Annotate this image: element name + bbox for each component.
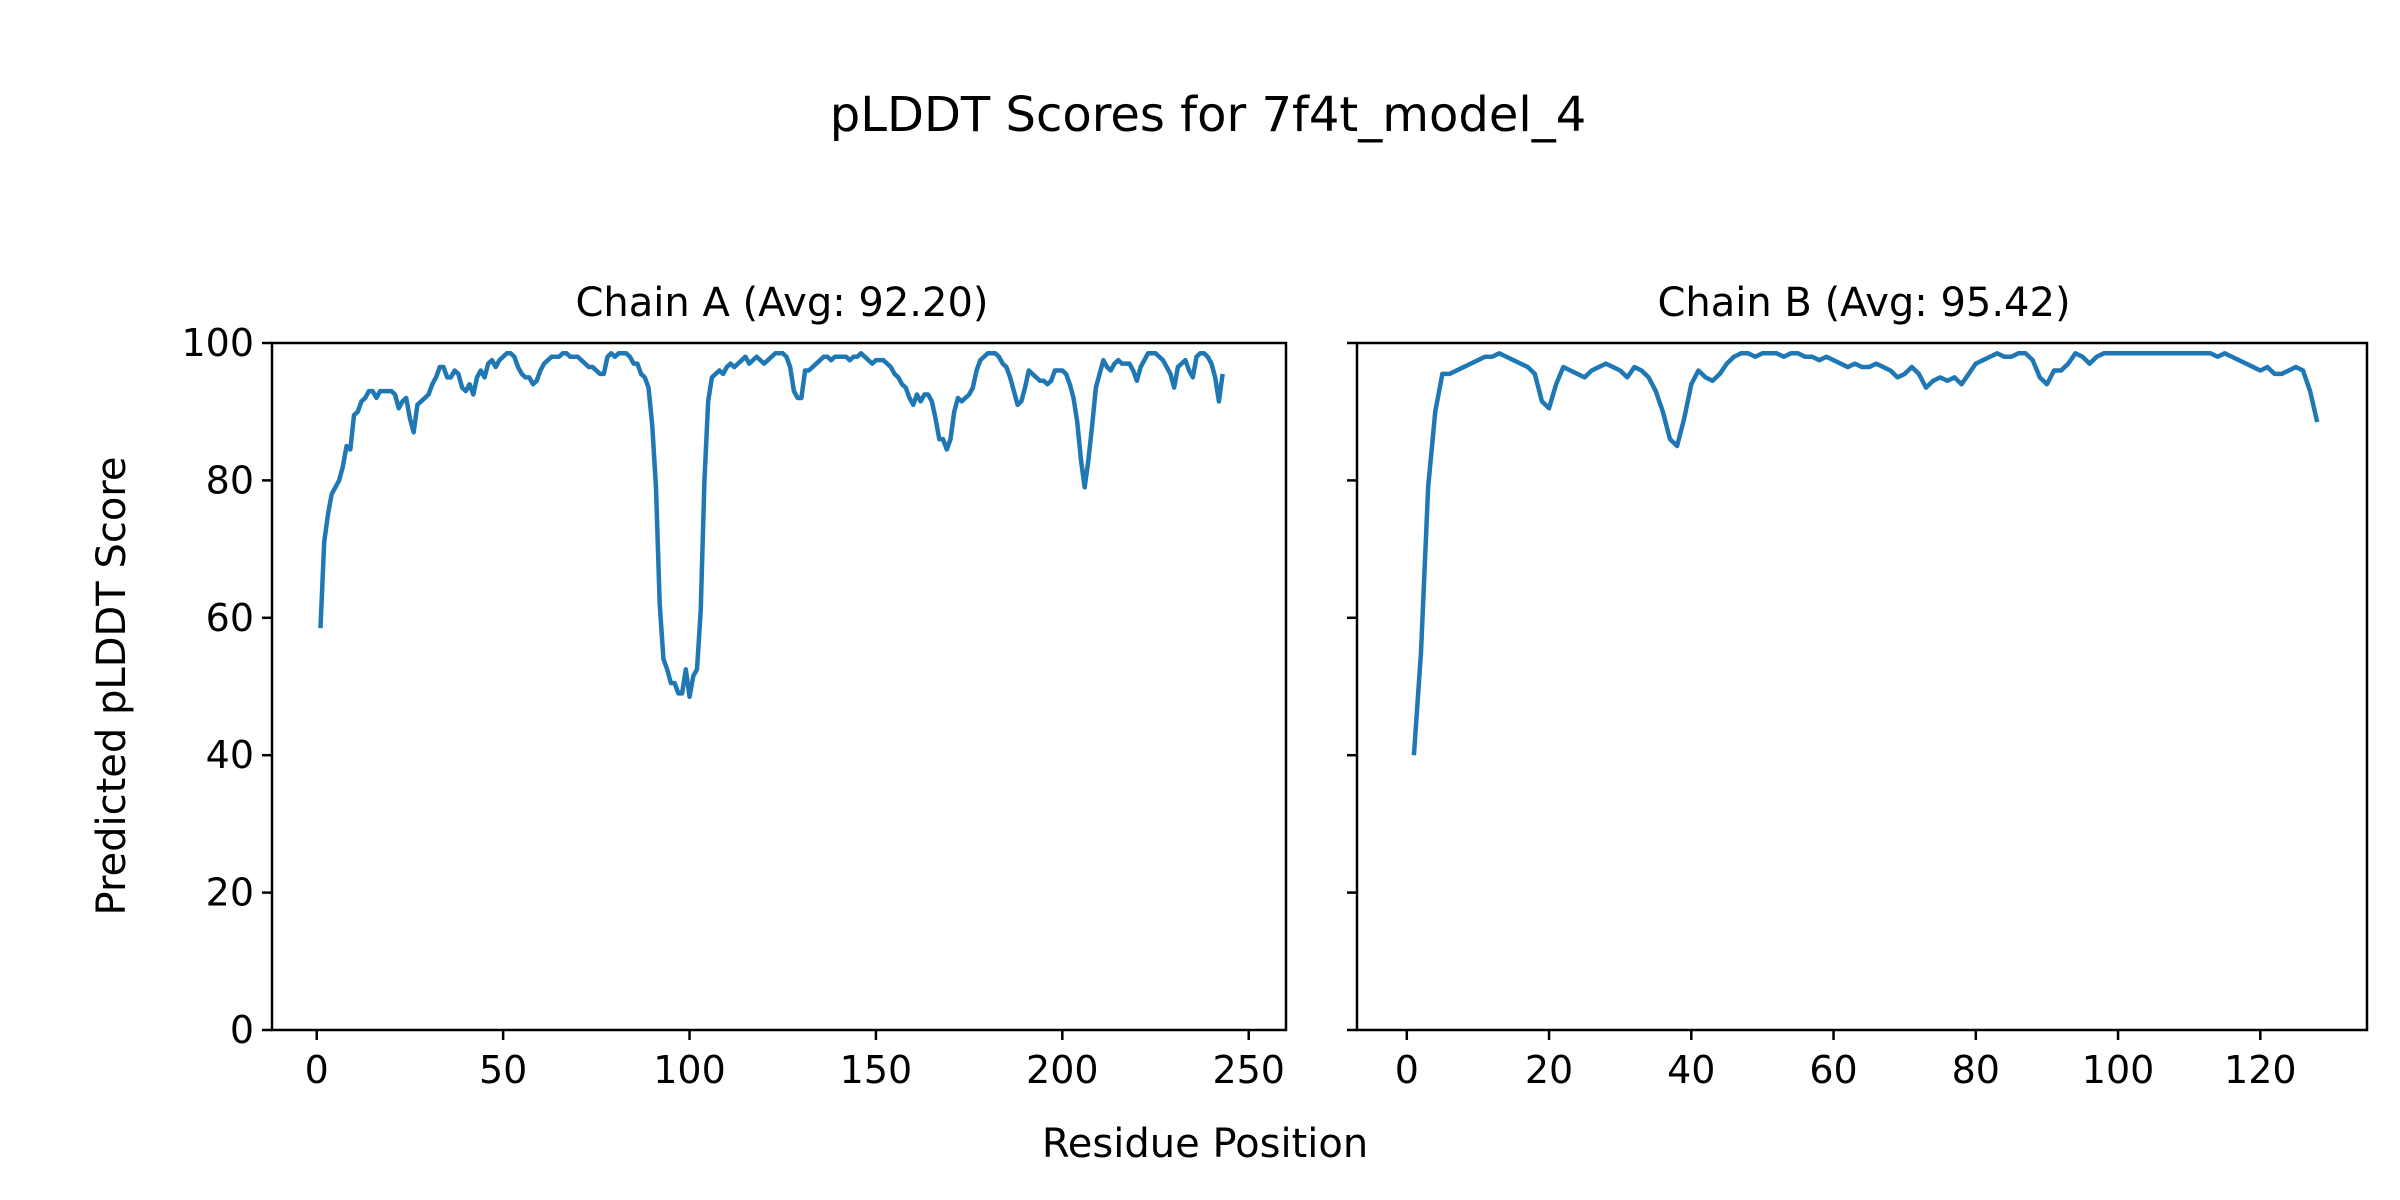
chain-b-axes-ticks: 0 20 40 60 80 100 120 <box>1347 341 2297 1092</box>
chain-a-x-tick-label: 100 <box>653 1048 726 1092</box>
chain-a-title: Chain A (Avg: 92.20) <box>575 280 988 326</box>
chain-b-panel: Chain B (Avg: 95.42) 0 20 40 60 80 100 120 <box>1347 280 2369 1092</box>
chain-a-x-tick-label: 0 <box>305 1048 329 1092</box>
chain-b-x-tick-label: 120 <box>2224 1048 2297 1092</box>
chain-b-x-tick-label: 80 <box>1952 1048 2000 1092</box>
chain-a-axes-ticks: 0 50 100 150 200 250 0 20 40 60 80 100 <box>181 321 1285 1092</box>
chain-a-y-tick-label: 100 <box>181 321 254 365</box>
chain-b-x-tick-label: 20 <box>1525 1048 1573 1092</box>
chain-a-y-tick-label: 80 <box>206 458 254 502</box>
x-axis-label: Residue Position <box>1042 1121 1368 1167</box>
chain-b-x-tick-label: 60 <box>1809 1048 1857 1092</box>
figure-title: pLDDT Scores for 7f4t_model_4 <box>830 87 1586 143</box>
chain-a-plddt-line <box>318 351 1225 700</box>
chain-b-title: Chain B (Avg: 95.42) <box>1657 280 2070 326</box>
chain-b-x-tick-label: 40 <box>1667 1048 1715 1092</box>
chain-a-y-tick-label: 20 <box>206 871 254 915</box>
chain-b-x-tick-label: 100 <box>2082 1048 2155 1092</box>
chain-a-plot-frame <box>270 341 1288 1032</box>
chain-a-y-tick-label: 0 <box>230 1008 254 1052</box>
chain-b-x-tick-label: 0 <box>1395 1048 1419 1092</box>
chain-a-panel: Chain A (Avg: 92.20) 0 50 100 150 200 250 0 20 4… <box>181 280 1288 1092</box>
chain-a-y-tick-label: 60 <box>206 596 254 640</box>
chain-a-x-tick-label: 250 <box>1212 1048 1285 1092</box>
chain-b-plddt-line <box>1411 351 2320 756</box>
chain-b-plot-frame <box>1355 341 2369 1032</box>
y-axis-label: Predicted pLDDT Score <box>89 457 135 916</box>
chain-a-x-tick-label: 50 <box>479 1048 527 1092</box>
chain-a-y-tick-label: 40 <box>206 733 254 777</box>
chain-a-x-tick-label: 150 <box>840 1048 913 1092</box>
chain-a-x-tick-label: 200 <box>1026 1048 1099 1092</box>
